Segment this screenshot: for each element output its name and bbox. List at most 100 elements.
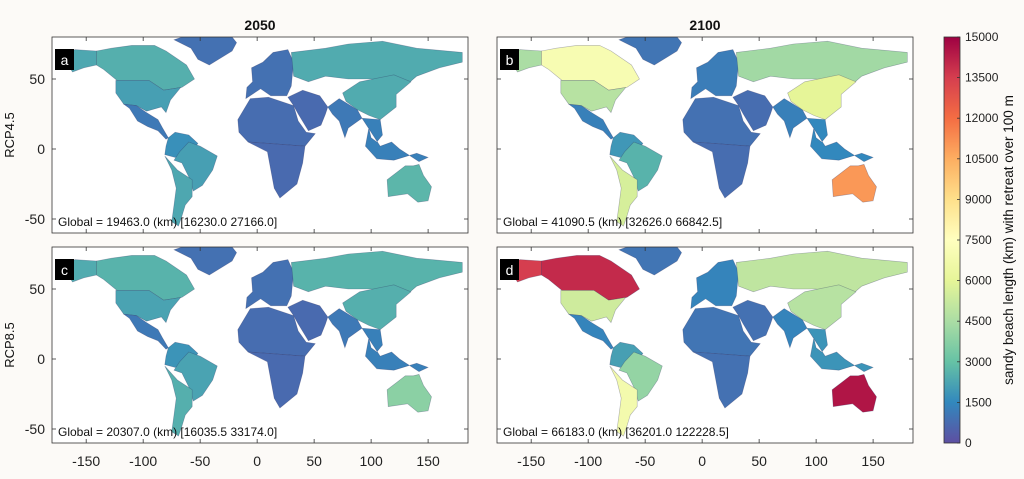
region-australia <box>831 374 877 413</box>
panel-letter: d <box>506 262 514 278</box>
panel-frame <box>51 246 469 444</box>
region-russia <box>290 250 463 297</box>
panel-letter-badge <box>500 49 519 70</box>
map-b <box>510 37 908 227</box>
x-tick-label: 150 <box>861 453 885 469</box>
colorbar-tick-label: 13500 <box>965 71 999 85</box>
region-europe <box>690 259 739 310</box>
colorbar-tick-label: 0 <box>965 436 972 450</box>
colorbar-tick-label: 6000 <box>965 274 992 288</box>
x-tick-label: 150 <box>416 453 440 469</box>
region-southeast-asia <box>361 117 429 162</box>
panel-letter: c <box>61 262 68 278</box>
panels: a Global = 19463.0 (km) [16230.0 27166.0]… <box>51 36 914 444</box>
region-greenland <box>618 37 682 66</box>
region-southeast-asia <box>806 327 874 372</box>
column-title-2100: 2100 <box>689 17 720 33</box>
region-russia <box>290 40 463 87</box>
x-tick-label: 50 <box>306 453 322 469</box>
y-tick-label: -50 <box>25 211 45 227</box>
region-africa-south <box>692 351 751 409</box>
region-greenland <box>173 37 237 66</box>
region-middle-east <box>732 89 774 132</box>
colorbar-tick-label: 3000 <box>965 355 992 369</box>
region-africa-north <box>682 96 761 147</box>
region-china <box>787 284 857 330</box>
x-tick-label: -50 <box>635 453 655 469</box>
region-russia <box>735 250 908 297</box>
region-central-america <box>567 103 614 140</box>
region-india <box>772 308 808 349</box>
global-total-label: Global = 20307.0 (km) [16035.5 33174.0] <box>58 425 277 439</box>
region-brazil <box>173 141 218 192</box>
region-usa <box>560 290 627 324</box>
region-india <box>327 308 363 349</box>
panel-letter: b <box>506 52 514 68</box>
region-usa <box>115 290 182 324</box>
colorbar-tick-label: 7500 <box>965 233 992 247</box>
region-russia <box>735 40 908 87</box>
x-tick-label: -100 <box>129 453 157 469</box>
panel-d: d Global = 66183.0 (km) [36201.0 122228.5… <box>496 246 914 444</box>
region-brazil <box>618 351 663 402</box>
x-tick-label: 0 <box>698 453 706 469</box>
region-china <box>342 74 412 120</box>
panel-letter-badge <box>55 49 74 70</box>
panel-frame <box>496 36 914 234</box>
colorbar: 0 1500 3000 4500 6000 7500 9000 10500 12000 13500… <box>943 30 1016 450</box>
region-europe <box>690 49 739 100</box>
region-middle-east <box>287 299 329 342</box>
region-usa <box>560 80 627 114</box>
region-south-america-south <box>609 365 638 437</box>
x-tick-label: -50 <box>190 453 210 469</box>
map-c <box>65 247 463 437</box>
colorbar-tick-label: 10500 <box>965 152 999 166</box>
region-europe <box>245 49 294 100</box>
colorbar-tick-label: 1500 <box>965 395 992 409</box>
region-central-america <box>122 103 169 140</box>
column-title-2050: 2050 <box>244 17 275 33</box>
region-canada <box>541 45 640 91</box>
region-middle-east <box>732 299 774 342</box>
region-middle-east <box>287 89 329 132</box>
region-central-america <box>567 313 614 350</box>
region-australia <box>386 374 432 413</box>
region-south-america-south <box>164 365 193 437</box>
panel-letter: a <box>61 52 69 68</box>
x-tick-label: -150 <box>72 453 100 469</box>
colorbar-label: sandy beach length (km) with retreat ove… <box>1001 95 1016 385</box>
global-total-label: Global = 66183.0 (km) [36201.0 122228.5] <box>503 425 729 439</box>
region-usa <box>115 80 182 114</box>
region-africa-north <box>237 96 316 147</box>
y-tick-label: 50 <box>29 281 45 297</box>
y-tick-label: -50 <box>25 421 45 437</box>
region-africa-north <box>682 306 761 357</box>
region-southeast-asia <box>361 327 429 372</box>
region-south-america-south <box>164 155 193 227</box>
region-china <box>342 284 412 330</box>
region-africa-north <box>237 306 316 357</box>
region-central-america <box>122 313 169 350</box>
global-total-label: Global = 19463.0 (km) [16230.0 27166.0] <box>58 215 277 229</box>
panel-a: a Global = 19463.0 (km) [16230.0 27166.0] <box>51 36 469 234</box>
colorbar-tick-label: 9000 <box>965 192 992 206</box>
x-tick-label: -100 <box>574 453 602 469</box>
panel-frame <box>51 36 469 234</box>
region-brazil <box>173 351 218 402</box>
colorbar-tick-label: 15000 <box>965 30 999 44</box>
region-india <box>772 98 808 139</box>
region-southeast-asia <box>806 117 874 162</box>
region-greenland <box>173 247 237 276</box>
panel-letter-badge <box>55 259 74 280</box>
row-label-RCP8-5: RCP8.5 <box>2 322 17 368</box>
region-africa-south <box>692 141 751 199</box>
colorbar-tick-label: 4500 <box>965 314 992 328</box>
panel-frame <box>496 246 914 444</box>
region-africa-south <box>247 351 306 409</box>
x-tick-label: 100 <box>804 453 828 469</box>
region-australia <box>386 164 432 203</box>
row-label-RCP4-5: RCP4.5 <box>2 112 17 158</box>
colorbar-tick-label: 12000 <box>965 111 999 125</box>
x-tick-label: 0 <box>253 453 261 469</box>
